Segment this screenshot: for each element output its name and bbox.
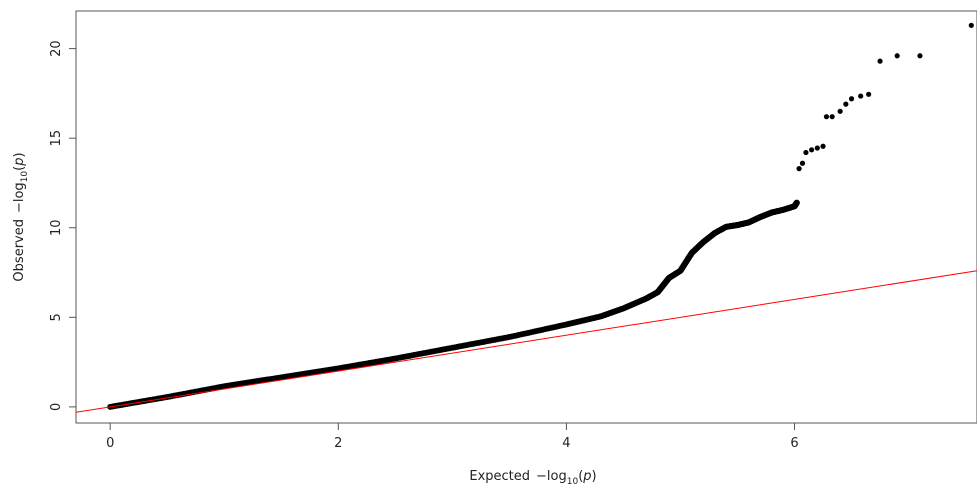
data-point (843, 101, 849, 107)
data-point (814, 145, 820, 151)
y-tick-label: 10 (49, 219, 64, 236)
data-point (820, 143, 826, 149)
data-point (829, 114, 835, 120)
reference-line (76, 270, 977, 413)
data-point (858, 93, 864, 99)
data-point (837, 108, 843, 114)
x-tick-label: 4 (562, 436, 570, 451)
data-point (917, 53, 923, 59)
data-point (809, 147, 815, 153)
data-point (796, 166, 802, 172)
data-point (877, 58, 883, 64)
data-point (803, 149, 809, 156)
x-axis-title: Expected −log10(p) (469, 469, 596, 487)
data-point (866, 91, 872, 97)
y-tick-label: 0 (49, 403, 64, 411)
x-tick-label: 6 (790, 436, 798, 451)
x-tick-label: 0 (106, 436, 114, 451)
y-axis-title: Observed−log10(p) (12, 152, 30, 281)
y-tick-label: 5 (49, 313, 64, 321)
data-point (823, 114, 830, 120)
plot-frame (75, 10, 977, 424)
data-point (968, 22, 974, 28)
data-point (793, 199, 800, 206)
y-tick-label: 20 (49, 40, 64, 57)
y-tick-label: 15 (49, 130, 64, 147)
x-axis: 0 2 4 6 (106, 422, 799, 451)
data-point (894, 53, 900, 59)
data-point (799, 160, 806, 166)
data-point (848, 96, 855, 102)
y-axis: 0 5 10 15 20 (49, 40, 77, 411)
x-tick-label: 2 (334, 436, 342, 451)
